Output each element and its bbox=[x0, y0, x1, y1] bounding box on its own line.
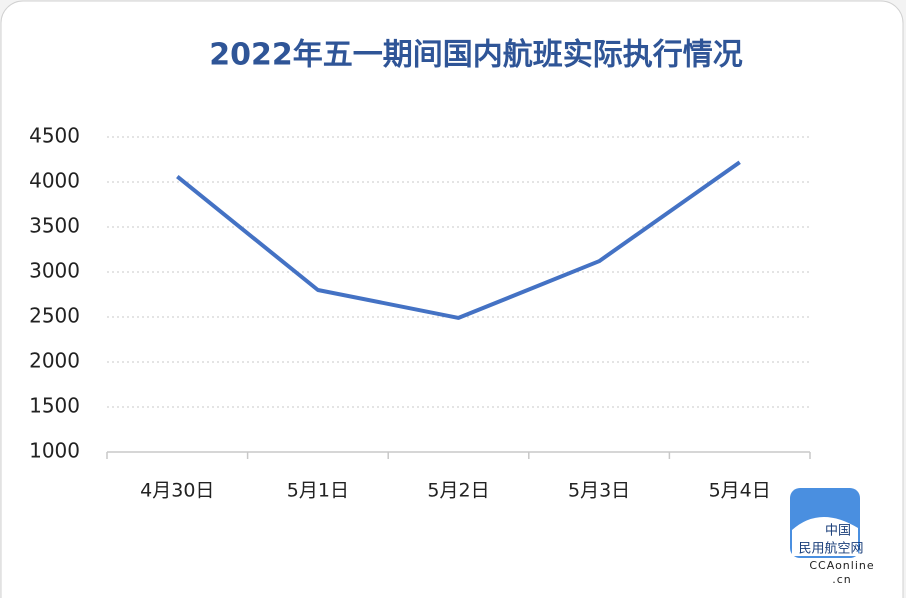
logo-plane bbox=[792, 516, 858, 556]
x-tick-label: 5月2日 bbox=[427, 480, 489, 502]
y-tick-label: 3500 bbox=[29, 214, 80, 238]
watermark: 中国 民用航空网 CCAonline .cn bbox=[790, 488, 874, 586]
data-line bbox=[176, 160, 741, 320]
x-tick-label: 4月30日 bbox=[140, 480, 214, 502]
x-tick-label: 5月3日 bbox=[568, 480, 630, 502]
x-tick-label: 5月1日 bbox=[287, 480, 349, 502]
y-tick-label: 4000 bbox=[29, 169, 80, 193]
watermark-text: 中国 bbox=[825, 524, 851, 539]
y-tick-label: 2500 bbox=[29, 304, 80, 328]
y-tick-label: 4500 bbox=[29, 124, 80, 148]
y-tick-label: 2000 bbox=[29, 349, 80, 373]
watermark-text: CCAonline bbox=[809, 559, 874, 572]
chart-title: 2022年五一期间国内航班实际执行情况 bbox=[209, 38, 743, 73]
watermark-text: 民用航空网 bbox=[798, 541, 863, 557]
y-tick-label: 3000 bbox=[29, 259, 80, 283]
y-tick-label: 1500 bbox=[29, 394, 80, 418]
y-tick-label: 1000 bbox=[29, 439, 80, 463]
watermark-text: .cn bbox=[832, 573, 852, 586]
x-tick-label: 5月4日 bbox=[709, 480, 771, 502]
